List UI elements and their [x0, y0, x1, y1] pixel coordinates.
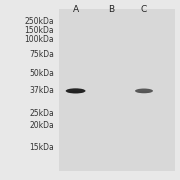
Ellipse shape	[68, 91, 84, 93]
Text: A: A	[73, 4, 79, 14]
Text: B: B	[109, 4, 115, 14]
Text: 37kDa: 37kDa	[29, 86, 54, 95]
Ellipse shape	[135, 89, 153, 93]
Text: 50kDa: 50kDa	[29, 69, 54, 78]
Text: 150kDa: 150kDa	[24, 26, 54, 35]
Text: 100kDa: 100kDa	[24, 35, 54, 44]
Ellipse shape	[137, 91, 151, 93]
Text: C: C	[141, 4, 147, 14]
Bar	[59, 9, 175, 171]
Text: 25kDa: 25kDa	[29, 109, 54, 118]
Text: 20kDa: 20kDa	[29, 121, 54, 130]
Text: 75kDa: 75kDa	[29, 50, 54, 59]
Text: 250kDa: 250kDa	[24, 17, 54, 26]
Ellipse shape	[66, 88, 86, 93]
Text: 15kDa: 15kDa	[29, 143, 54, 152]
